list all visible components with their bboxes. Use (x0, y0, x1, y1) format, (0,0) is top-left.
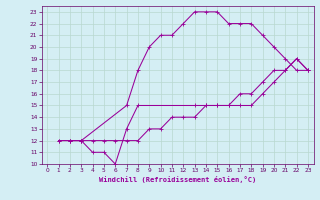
X-axis label: Windchill (Refroidissement éolien,°C): Windchill (Refroidissement éolien,°C) (99, 176, 256, 183)
